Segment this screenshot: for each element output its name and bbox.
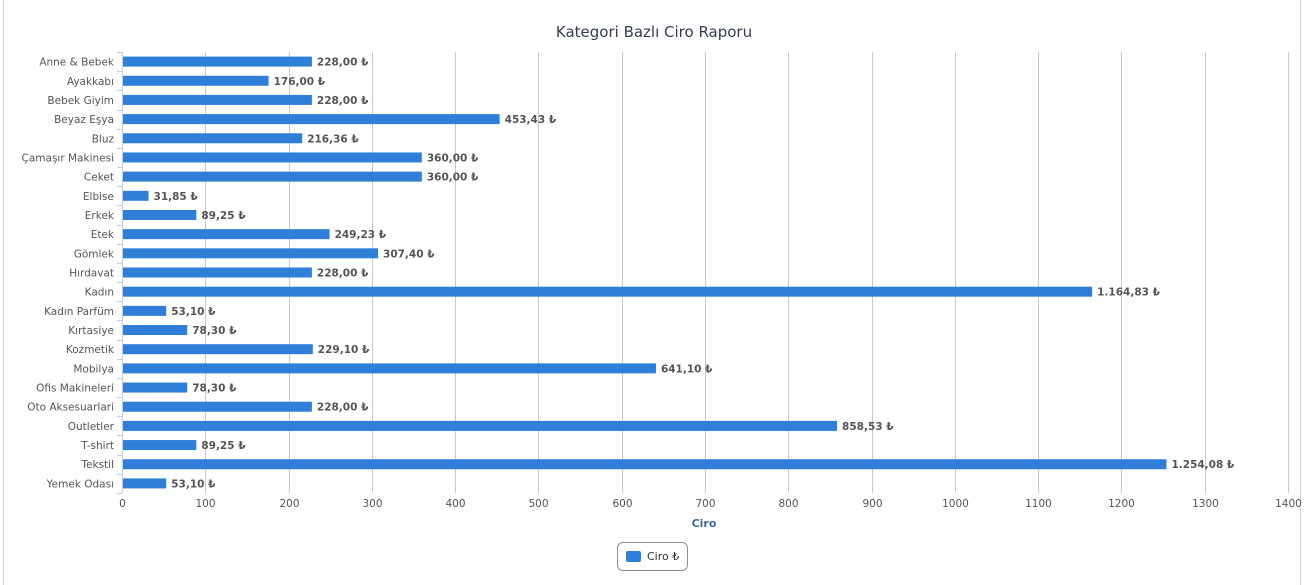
bar-value-label: 53,10 ₺ <box>171 306 216 318</box>
category-label: Ofis Makineleri <box>36 383 114 395</box>
bar[interactable] <box>123 209 197 220</box>
bar[interactable] <box>123 459 1167 470</box>
x-tick-label: 700 <box>695 498 715 510</box>
x-tick-label: 400 <box>445 498 465 510</box>
legend-label: Ciro ₺ <box>647 550 680 563</box>
x-tick-label: 1400 <box>1275 498 1302 510</box>
bar-value-label: 229,10 ₺ <box>318 344 370 356</box>
bar-value-label: 360,00 ₺ <box>427 152 479 164</box>
bar[interactable] <box>123 401 312 412</box>
category-label: Kadın Parfüm <box>44 306 114 318</box>
category-label: Bluz <box>92 133 115 145</box>
bar-value-label: 228,00 ₺ <box>317 268 369 280</box>
x-tick-label: 600 <box>612 498 632 510</box>
x-tick-label: 1200 <box>1108 498 1135 510</box>
bar[interactable] <box>123 325 188 336</box>
bar[interactable] <box>123 190 149 201</box>
bar-value-label: 78,30 ₺ <box>192 383 237 395</box>
x-tick-label: 200 <box>279 498 299 510</box>
category-labels: Anne & Bebek Ayakkabı Bebek Giyim Beyaz Eşy… <box>22 57 115 491</box>
category-label: Erkek <box>85 210 115 222</box>
bar-value-label: 78,30 ₺ <box>192 325 237 337</box>
x-axis-title: Ciro <box>692 517 717 530</box>
bar[interactable] <box>123 382 188 393</box>
bar[interactable] <box>123 440 197 451</box>
category-label: Tekstil <box>80 459 114 471</box>
bar[interactable] <box>123 420 838 431</box>
bar[interactable] <box>123 363 656 374</box>
category-label: Yemek Odası <box>46 478 114 490</box>
x-tick-label: 300 <box>362 498 382 510</box>
x-tick-label: 800 <box>778 498 798 510</box>
bar-value-label: 307,40 ₺ <box>383 248 435 260</box>
category-label: Kozmetik <box>66 344 115 356</box>
x-tick-label: 1100 <box>1025 498 1052 510</box>
category-label: Beyaz Eşya <box>54 114 114 126</box>
bar-value-label: 31,85 ₺ <box>154 191 199 203</box>
bar[interactable] <box>123 286 1093 297</box>
legend-item[interactable]: Ciro ₺ <box>617 542 689 571</box>
bar-value-label: 1.164,83 ₺ <box>1097 287 1160 299</box>
category-label: Outletler <box>68 421 115 433</box>
bar[interactable] <box>123 75 269 86</box>
chart-title: Kategori Bazlı Ciro Raporu <box>556 23 752 41</box>
bar[interactable] <box>123 94 312 105</box>
x-tick-label: 1000 <box>942 498 969 510</box>
bar[interactable] <box>123 56 312 67</box>
bar-value-label: 228,00 ₺ <box>317 402 369 414</box>
bar[interactable] <box>123 229 330 240</box>
bar-value-label: 641,10 ₺ <box>661 363 713 375</box>
bars <box>123 56 1167 489</box>
category-label: Kırtasiye <box>68 325 114 337</box>
bar-value-label: 176,00 ₺ <box>274 76 326 88</box>
bar-value-label: 858,53 ₺ <box>842 421 894 433</box>
bar-value-label: 89,25 ₺ <box>201 440 246 452</box>
bar[interactable] <box>123 267 312 278</box>
category-label: Ayakkabı <box>67 76 114 88</box>
bar-value-label: 249,23 ₺ <box>335 229 387 241</box>
category-label: Mobilya <box>73 363 114 375</box>
category-label: Kadın <box>85 287 114 299</box>
grid-lines <box>117 52 1289 494</box>
bar[interactable] <box>123 114 500 125</box>
bar[interactable] <box>123 133 303 144</box>
bar-value-label: 453,43 ₺ <box>505 114 557 126</box>
category-label: Elbise <box>83 191 114 203</box>
category-label: Bebek Giyim <box>47 95 114 107</box>
category-label: Hırdavat <box>69 268 114 280</box>
x-tick-labels: 0 100 200 300 400 500 600 700 800 900 1000 1100 1200… <box>119 498 1302 510</box>
bar[interactable] <box>123 152 422 163</box>
x-tick-label: 0 <box>119 498 126 510</box>
bar-value-label: 89,25 ₺ <box>201 210 246 222</box>
x-tick-label: 500 <box>528 498 548 510</box>
bar[interactable] <box>123 478 167 489</box>
category-label: Anne & Bebek <box>39 57 115 69</box>
bar-value-label: 1.254,08 ₺ <box>1171 459 1234 471</box>
bar[interactable] <box>123 344 313 355</box>
bar-value-label: 53,10 ₺ <box>171 478 216 490</box>
bar-value-label: 360,00 ₺ <box>427 172 479 184</box>
x-tick-label: 100 <box>195 498 215 510</box>
bar-value-label: 228,00 ₺ <box>317 95 369 107</box>
bar[interactable] <box>123 305 167 316</box>
bar[interactable] <box>123 248 379 259</box>
category-label: Oto Aksesuarlari <box>27 402 114 414</box>
bar-value-label: 228,00 ₺ <box>317 57 369 69</box>
legend-swatch <box>626 551 641 562</box>
data-labels: 228,00 ₺ 176,00 ₺ 228,00 ₺ 453,43 ₺ 216,36 ₺… <box>154 57 1235 491</box>
bar[interactable] <box>123 171 422 182</box>
x-tick-label: 1300 <box>1192 498 1219 510</box>
category-label: Çamaşır Makinesi <box>22 152 114 164</box>
category-label: T-shirt <box>80 440 114 452</box>
category-label: Etek <box>91 229 115 241</box>
category-label: Ceket <box>84 172 114 184</box>
chart-frame <box>3 0 1301 585</box>
x-tick-label: 900 <box>862 498 882 510</box>
bar-value-label: 216,36 ₺ <box>307 133 359 145</box>
category-label: Gömlek <box>74 248 115 260</box>
